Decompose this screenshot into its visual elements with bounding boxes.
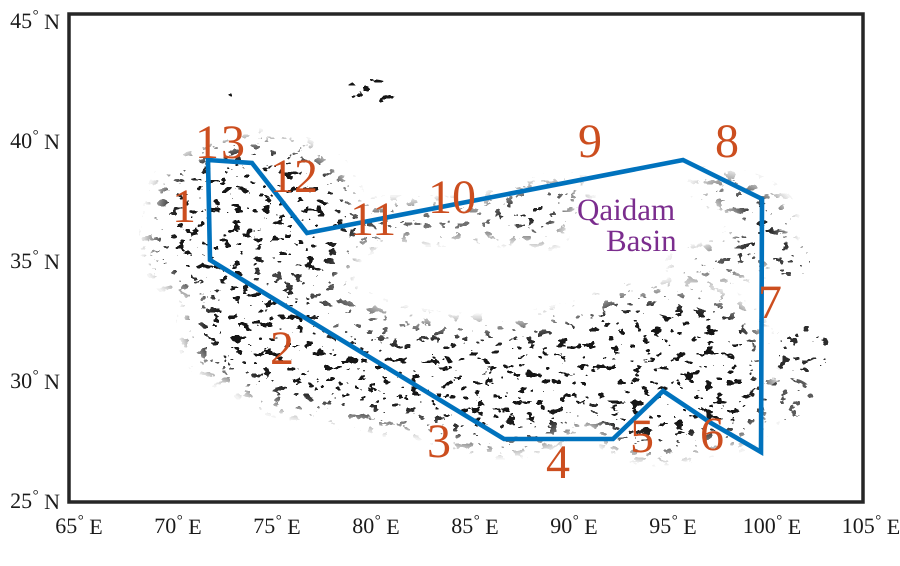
svg-text:2: 2 (270, 322, 294, 375)
svg-text:13: 13 (195, 116, 247, 169)
svg-text:12: 12 (270, 150, 318, 203)
svg-text:8: 8 (715, 115, 739, 168)
svg-text:Qaidam: Qaidam (577, 192, 675, 227)
svg-text:5: 5 (630, 410, 654, 463)
svg-text:105° E: 105° E (842, 513, 900, 539)
svg-text:11: 11 (350, 193, 396, 246)
svg-text:100° E: 100° E (743, 513, 801, 539)
svg-text:7: 7 (758, 276, 782, 329)
svg-text:6: 6 (700, 408, 724, 461)
svg-text:Basin: Basin (606, 223, 677, 258)
svg-text:4: 4 (546, 436, 570, 489)
svg-text:10: 10 (428, 171, 476, 224)
svg-text:1: 1 (172, 180, 196, 233)
svg-text:9: 9 (578, 115, 602, 168)
svg-text:3: 3 (427, 415, 451, 468)
